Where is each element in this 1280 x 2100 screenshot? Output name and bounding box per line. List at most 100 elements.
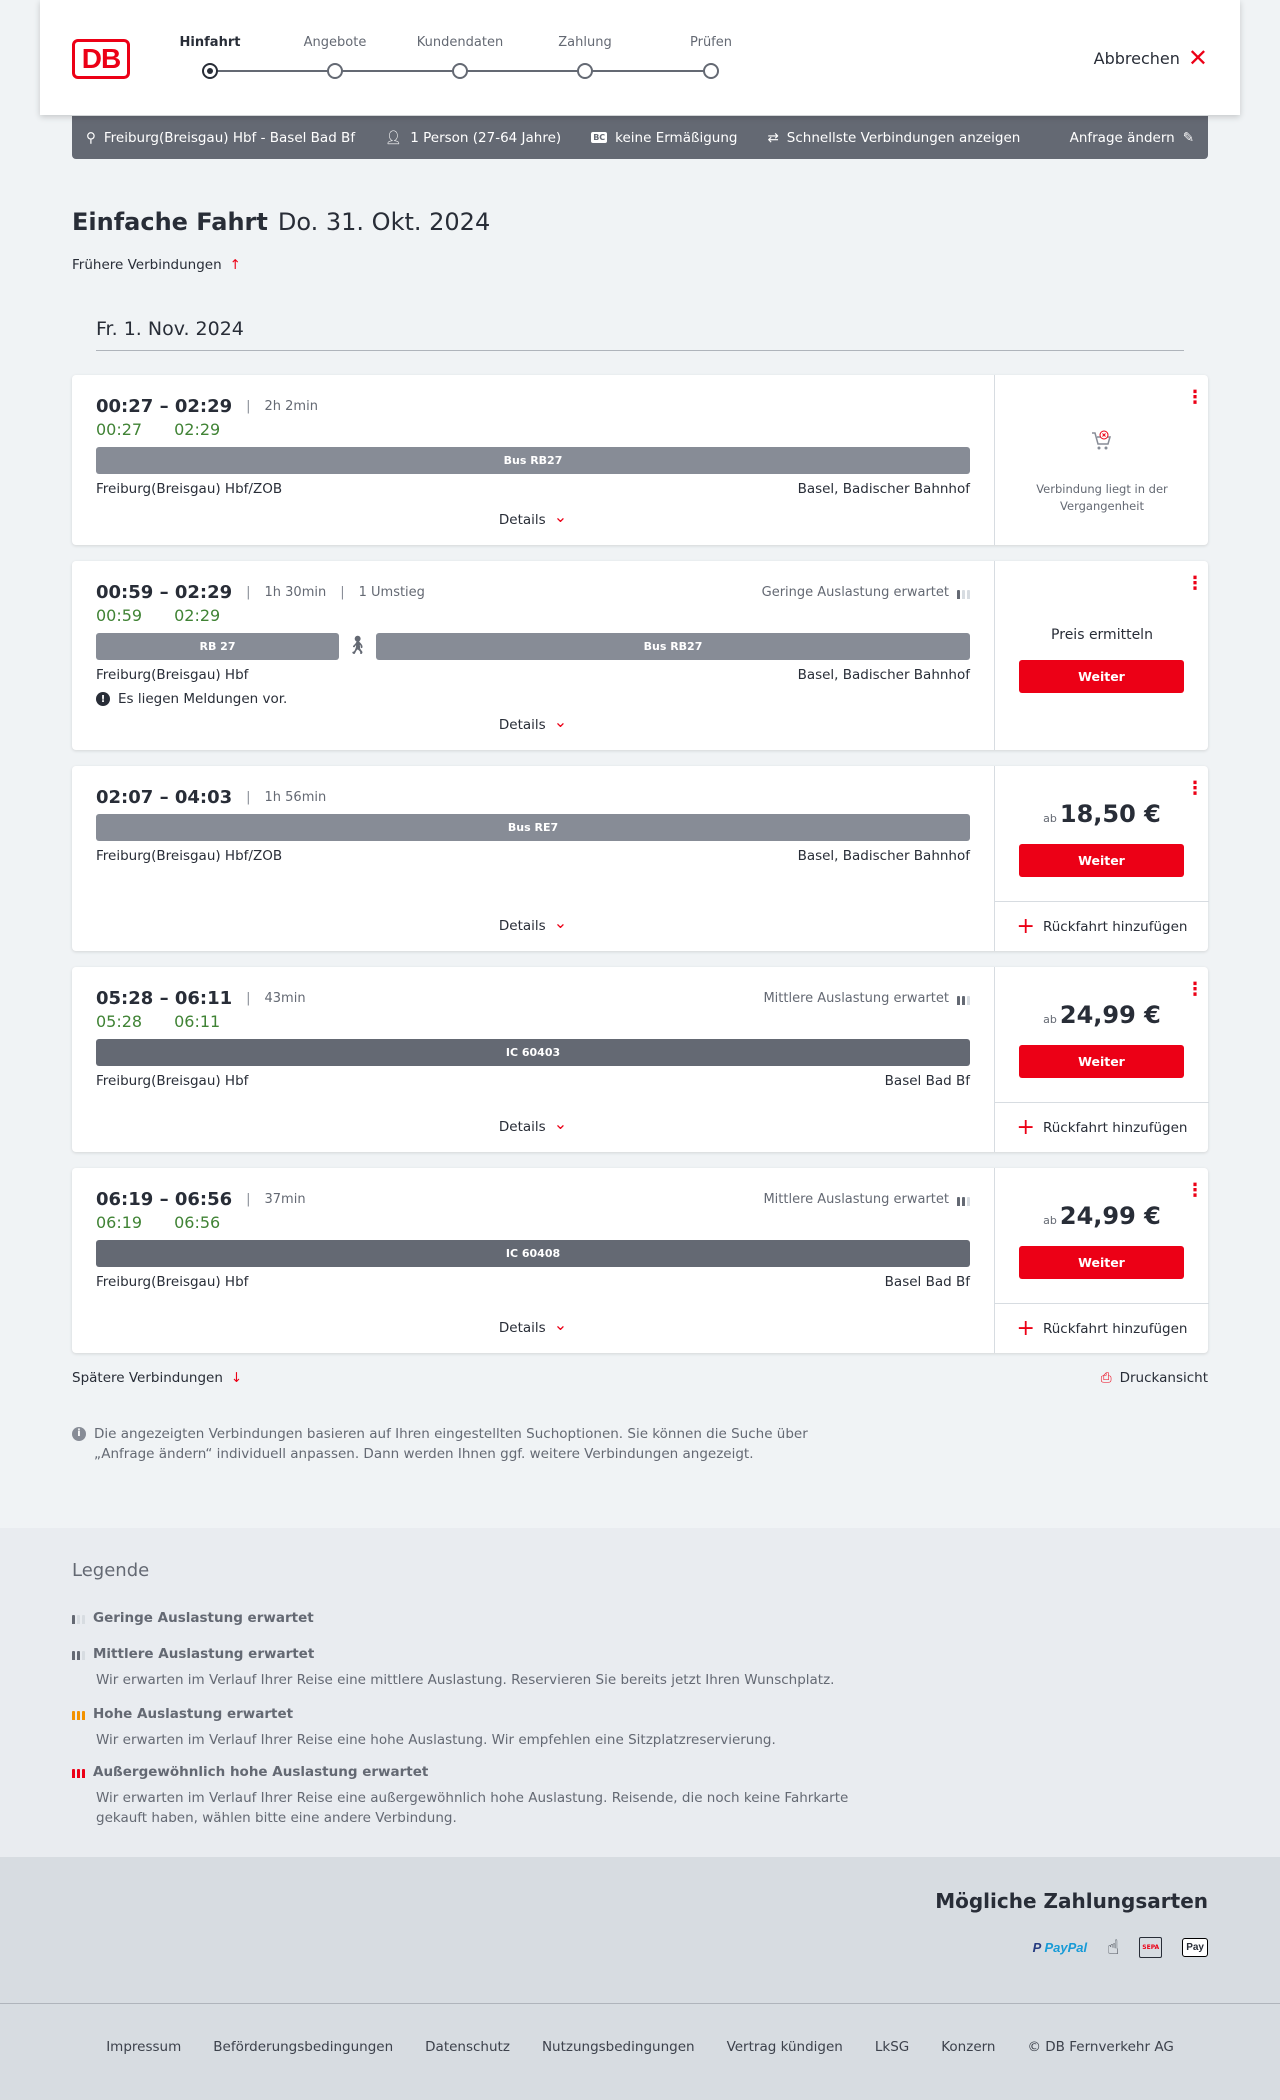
price-prefix: ab <box>1043 1013 1057 1026</box>
legend-title: Legende <box>72 1560 150 1581</box>
connection-card[interactable]: 00:27 – 02:29 | 2h 2min 00:27 02:29 Bus RB27 F… <box>72 375 1208 545</box>
details-toggle[interactable]: Details ⌄ <box>72 1315 994 1339</box>
print-view-link[interactable]: ⎙ Druckansicht <box>1101 1370 1208 1386</box>
details-toggle[interactable]: Details ⌄ <box>72 507 994 531</box>
continue-button[interactable]: Weiter <box>1019 660 1184 693</box>
step-indicator-2[interactable] <box>452 63 468 79</box>
add-return-trip-button[interactable]: + Rückfahrt hinzufügen <box>995 1102 1209 1152</box>
step-label-0[interactable]: Hinfahrt <box>179 35 241 50</box>
earlier-connections-link[interactable]: Frühere Verbindungen ↑ <box>72 257 241 273</box>
footer-link[interactable]: Beförderungsbedingungen <box>213 2039 394 2055</box>
offer-panel: ⋮ Preis ermitteln Weiter <box>994 561 1208 750</box>
step-indicator-1[interactable] <box>327 63 343 79</box>
legend-item: Mittlere Auslastung erwartet Wir erwarten… <box>72 1646 876 1690</box>
notice-message[interactable]: ! Es liegen Meldungen vor. <box>96 691 287 707</box>
walk-icon: 🚶︎ <box>346 635 369 656</box>
realtime-times: 06:19 06:56 <box>96 1213 220 1232</box>
occupancy-icon <box>957 993 970 1005</box>
duration: 37min <box>264 1192 306 1207</box>
later-label: Spätere Verbindungen <box>72 1370 223 1386</box>
discount-info: BC keine Ermäßigung <box>591 130 737 146</box>
footer-link[interactable]: LkSG <box>874 2039 910 2055</box>
footer-link[interactable]: Impressum <box>106 2039 182 2055</box>
printer-icon: ⎙ <box>1100 1370 1112 1386</box>
train-leg-bar[interactable]: Bus RE7 <box>96 814 970 841</box>
apple-pay-icon: Pay <box>1182 1937 1208 1957</box>
legend-title-text: Hohe Auslastung erwartet <box>93 1706 294 1722</box>
add-return-trip-button[interactable]: + Rückfahrt hinzufügen <box>995 1303 1209 1353</box>
details-label: Details <box>498 918 546 934</box>
price: ab 24,99 € <box>995 1001 1209 1029</box>
occupancy-icon <box>957 1194 970 1206</box>
details-toggle[interactable]: Details ⌄ <box>72 712 994 736</box>
travel-date: Do. 31. Okt. 2024 <box>277 208 491 236</box>
later-connections-link[interactable]: Spätere Verbindungen ↓ <box>72 1370 242 1386</box>
separator: | <box>246 399 251 414</box>
step-indicator-4[interactable] <box>703 63 719 79</box>
duration: 43min <box>264 991 306 1006</box>
price: ab 24,99 € <box>995 1202 1209 1230</box>
add-return-label: Rückfahrt hinzufügen <box>1042 1320 1188 1337</box>
occupancy-icon <box>72 1612 85 1624</box>
more-options-icon[interactable]: ⋮ <box>1186 387 1204 408</box>
footer-link[interactable]: Nutzungsbedingungen <box>541 2039 695 2055</box>
continue-button[interactable]: Weiter <box>1019 1045 1184 1078</box>
legend-item-title: Außergewöhnlich hohe Auslastung erwartet <box>72 1764 876 1780</box>
alert-icon: ! <box>96 692 110 706</box>
payment-title: Mögliche Zahlungsarten <box>935 1889 1208 1913</box>
cancel-button[interactable]: Abbrechen ✕ <box>1094 46 1208 70</box>
details-toggle[interactable]: Details ⌄ <box>72 1114 994 1138</box>
sepa-icon: SEPA <box>1139 1936 1163 1958</box>
arrival-station: Basel Bad Bf <box>884 1274 970 1290</box>
pencil-icon: ✎ <box>1182 129 1194 146</box>
duration: 2h 2min <box>264 399 318 414</box>
step-label-2[interactable]: Kundendaten <box>416 35 504 50</box>
db-logo[interactable]: DB <box>72 39 130 79</box>
route-text: Freiburg(Breisgau) Hbf - Basel Bad Bf <box>103 129 356 146</box>
step-label-3[interactable]: Zahlung <box>558 35 612 50</box>
step-indicator-0[interactable] <box>202 63 218 79</box>
passenger-text: 1 Person (27-64 Jahre) <box>410 129 562 146</box>
step-indicator-3[interactable] <box>577 63 593 79</box>
continue-button[interactable]: Weiter <box>1019 1246 1184 1279</box>
route-info: ⚲ Freiburg(Breisgau) Hbf - Basel Bad Bf <box>86 130 355 146</box>
connection-main: 00:27 – 02:29 | 2h 2min 00:27 02:29 Bus RB27 F… <box>72 375 994 545</box>
connection-main: 06:19 – 06:56 | 37min Mittlere Auslastung e… <box>72 1168 994 1353</box>
trip-type: Einfache Fahrt <box>72 208 268 236</box>
connection-card[interactable]: 00:59 – 02:29 | 1h 30min | 1 Umstieg Geringe … <box>72 561 1208 750</box>
edit-query-button[interactable]: Anfrage ändern ✎ <box>1070 130 1194 146</box>
more-options-icon[interactable]: ⋮ <box>1186 573 1204 594</box>
train-leg-bar[interactable]: IC 60408 <box>96 1240 970 1267</box>
add-return-label: Rückfahrt hinzufügen <box>1042 1119 1188 1136</box>
print-label: Druckansicht <box>1119 1370 1208 1386</box>
footer-link[interactable]: Vertrag kündigen <box>726 2039 843 2055</box>
train-leg-bar[interactable]: RB 27 <box>96 633 339 660</box>
footer-link[interactable]: Konzern <box>941 2039 996 2055</box>
realtime-times: 00:59 02:29 <box>96 606 220 625</box>
arrival-station: Basel, Badischer Bahnhof <box>797 481 970 497</box>
legend-item: Außergewöhnlich hohe Auslastung erwartet… <box>72 1764 876 1828</box>
more-options-icon[interactable]: ⋮ <box>1186 778 1204 799</box>
departure-station: Freiburg(Breisgau) Hbf <box>96 1274 249 1290</box>
continue-button[interactable]: Weiter <box>1019 844 1184 877</box>
train-leg-bar[interactable]: Bus RB27 <box>96 447 970 474</box>
train-leg-bar[interactable]: IC 60403 <box>96 1039 970 1066</box>
day-divider <box>96 350 1184 351</box>
connection-card[interactable]: 06:19 – 06:56 | 37min Mittlere Auslastung e… <box>72 1168 1209 1353</box>
connection-card[interactable]: 05:28 – 06:11 | 43min Mittlere Auslastung e… <box>72 967 1209 1152</box>
details-toggle[interactable]: Details ⌄ <box>72 913 994 937</box>
plus-icon: + <box>1016 913 1035 939</box>
more-options-icon[interactable]: ⋮ <box>1186 979 1204 1000</box>
connection-card[interactable]: 02:07 – 04:03 | 1h 56min Bus RE7 Freiburg(Br… <box>72 766 1209 951</box>
price: ab 18,50 € <box>995 800 1209 828</box>
step-label-1[interactable]: Angebote <box>303 35 367 50</box>
duration-meta: | 37min <box>246 1192 305 1207</box>
more-options-icon[interactable]: ⋮ <box>1186 1180 1204 1201</box>
arrival-station: Basel, Badischer Bahnhof <box>797 848 970 864</box>
info-text: Die angezeigten Verbindungen basieren au… <box>94 1426 808 1462</box>
step-label-4[interactable]: Prüfen <box>689 35 733 50</box>
train-leg-bar[interactable]: Bus RB27 <box>376 633 970 660</box>
add-return-trip-button[interactable]: + Rückfahrt hinzufügen <box>995 901 1209 951</box>
footer-link[interactable]: Datenschutz <box>425 2039 510 2055</box>
occupancy-info: Mittlere Auslastung erwartet <box>763 1192 970 1207</box>
